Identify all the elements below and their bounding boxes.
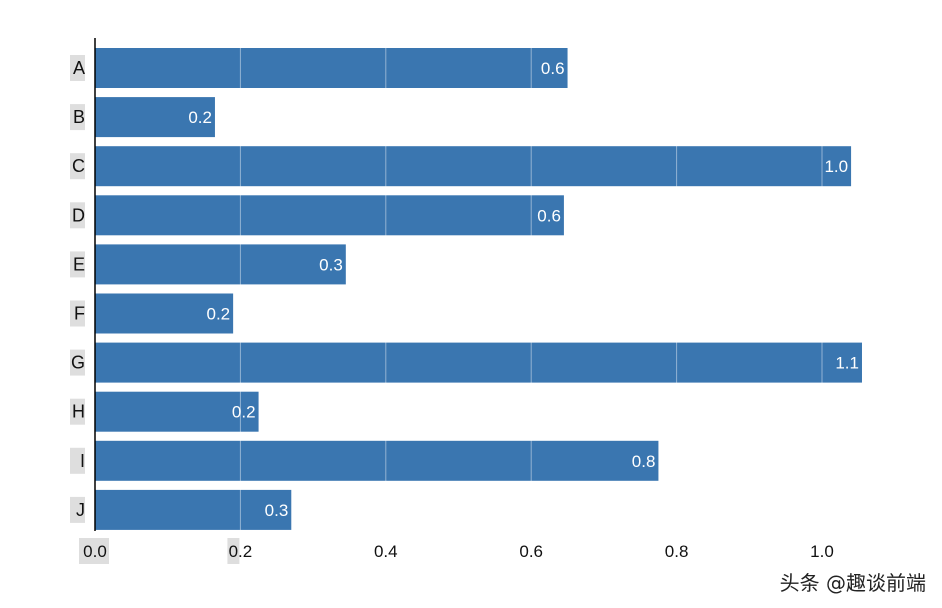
bar-D <box>95 195 564 236</box>
category-label-bg-G <box>70 349 85 376</box>
value-label-D: 0.6 <box>537 206 561 225</box>
x-tick-label-0.0: 0.0 <box>83 542 107 561</box>
value-label-F: 0.2 <box>206 305 230 324</box>
value-label-I: 0.8 <box>632 452 656 471</box>
category-label-bg-A <box>70 55 85 81</box>
axis-layer: A B C D E F G H I J 0.0 0.2 0.4 0.6 0.8 1.0 <box>70 38 834 564</box>
x-tick-bg-0.0 <box>79 538 109 564</box>
category-label-bg-B <box>70 104 85 131</box>
category-label-B: B <box>73 107 85 127</box>
bar-F <box>95 293 234 334</box>
bar-C <box>95 146 852 187</box>
x-tick-label-0.6: 0.6 <box>519 542 543 561</box>
category-label-D: D <box>72 205 85 225</box>
value-label-E: 0.3 <box>319 255 343 274</box>
value-label-J: 0.3 <box>265 501 289 520</box>
x-tick-label-1.0: 1.0 <box>810 542 834 561</box>
x-tick-bg-0.2 <box>227 538 240 564</box>
category-label-F: F <box>74 304 85 324</box>
value-labels-layer: 0.6 0.2 1.0 0.6 0.3 0.2 1.1 0.2 0.8 0.3 <box>188 59 859 520</box>
bar-G <box>95 342 862 383</box>
bar-H <box>95 391 259 432</box>
value-label-B: 0.2 <box>188 108 212 127</box>
category-label-bg-I <box>70 447 85 474</box>
category-label-bg-D <box>70 202 85 229</box>
bar-B <box>95 97 215 138</box>
value-label-H: 0.2 <box>232 403 256 422</box>
category-label-I: I <box>80 451 85 471</box>
category-label-bg-H <box>70 398 85 425</box>
value-label-C: 1.0 <box>824 157 848 176</box>
category-label-bg-F <box>70 300 85 327</box>
watermark: 头条 @趣谈前端 <box>779 571 926 595</box>
bar-J <box>95 489 292 530</box>
category-label-G: G <box>71 353 85 373</box>
x-tick-label-0.8: 0.8 <box>665 542 689 561</box>
category-label-bg-E <box>70 251 85 278</box>
category-label-A: A <box>73 58 85 78</box>
bar-A <box>95 48 568 88</box>
value-label-A: 0.6 <box>541 59 565 78</box>
category-label-bg-C <box>70 153 85 180</box>
bar-E <box>95 244 346 285</box>
bar-I <box>95 440 659 481</box>
x-tick-label-0.4: 0.4 <box>374 542 398 561</box>
x-tick-label-0.2: 0.2 <box>229 542 253 561</box>
category-label-H: H <box>72 402 85 422</box>
grid-layer <box>239 48 823 531</box>
category-label-E: E <box>73 254 85 274</box>
category-label-bg-J <box>70 496 85 523</box>
bars-layer <box>95 48 862 530</box>
category-label-C: C <box>72 156 85 176</box>
value-label-G: 1.1 <box>835 354 859 373</box>
category-label-J: J <box>76 500 85 520</box>
